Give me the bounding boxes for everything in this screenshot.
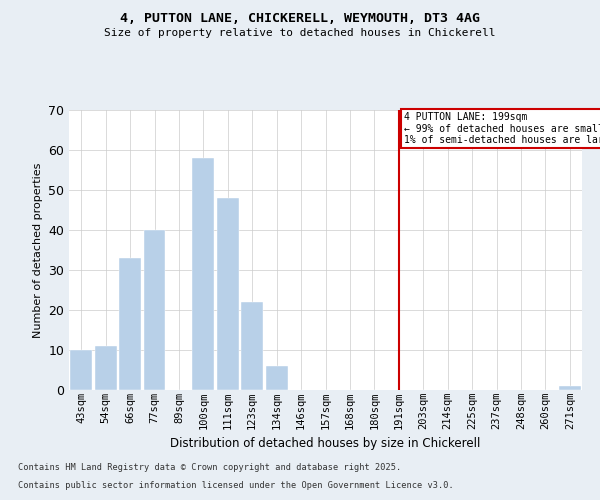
Text: 4 PUTTON LANE: 199sqm
← 99% of detached houses are smaller (330)
1% of semi-deta: 4 PUTTON LANE: 199sqm ← 99% of detached … <box>404 112 600 145</box>
Text: 4, PUTTON LANE, CHICKERELL, WEYMOUTH, DT3 4AG: 4, PUTTON LANE, CHICKERELL, WEYMOUTH, DT… <box>120 12 480 26</box>
Text: Contains public sector information licensed under the Open Government Licence v3: Contains public sector information licen… <box>18 481 454 490</box>
Bar <box>241 302 263 390</box>
X-axis label: Distribution of detached houses by size in Chickerell: Distribution of detached houses by size … <box>170 437 481 450</box>
Bar <box>95 346 116 390</box>
Bar <box>559 386 581 390</box>
Bar <box>143 230 166 390</box>
Text: Size of property relative to detached houses in Chickerell: Size of property relative to detached ho… <box>104 28 496 38</box>
Bar <box>266 366 287 390</box>
Y-axis label: Number of detached properties: Number of detached properties <box>32 162 43 338</box>
Text: Contains HM Land Registry data © Crown copyright and database right 2025.: Contains HM Land Registry data © Crown c… <box>18 464 401 472</box>
Bar <box>217 198 239 390</box>
Bar <box>119 258 141 390</box>
Bar <box>193 158 214 390</box>
Bar <box>70 350 92 390</box>
